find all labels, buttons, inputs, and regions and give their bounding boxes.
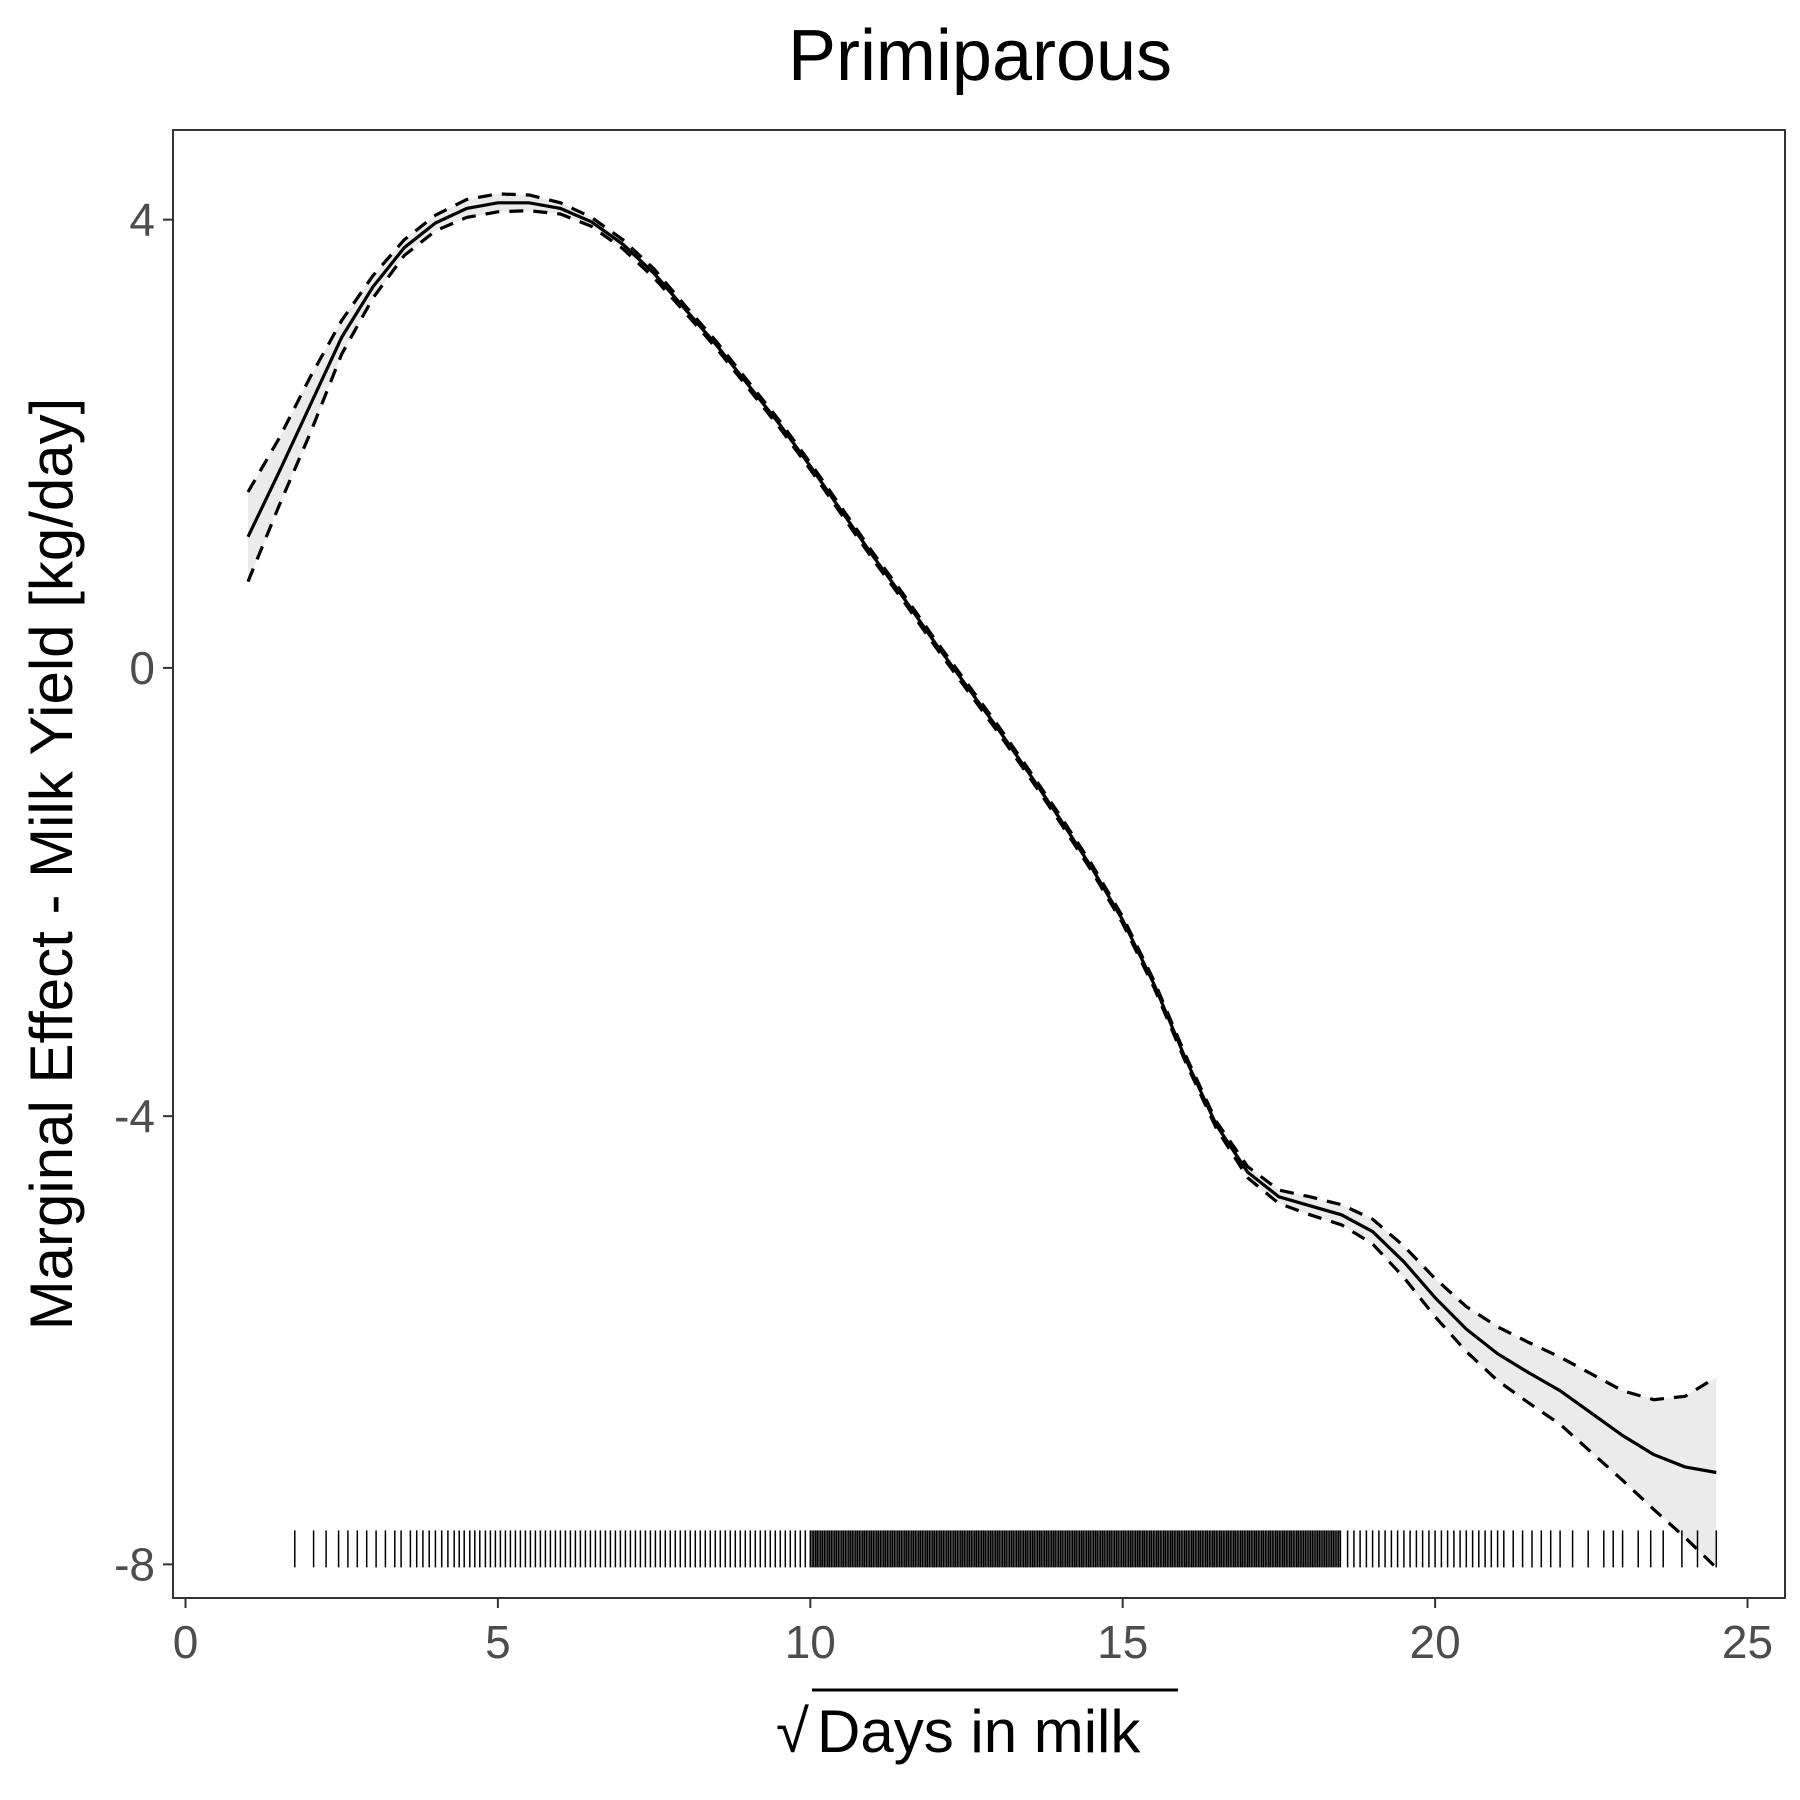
chart-title: Primiparous [788, 16, 1172, 96]
plot-panel-border [172, 129, 1786, 1599]
estimate-line [246, 201, 1717, 1475]
plot-area [246, 192, 1718, 1569]
x-tick-label: 20 [1410, 1616, 1461, 1668]
x-tick-label: 0 [173, 1616, 199, 1668]
x-tick-label: 15 [1097, 1616, 1148, 1668]
x-axis: 0 5 10 15 20 25 [173, 1598, 1773, 1668]
upper-bound-line [246, 192, 1718, 1402]
y-tick-label: -4 [114, 1090, 155, 1142]
x-axis-title-group: √ Days in milk [776, 1688, 1178, 1765]
y-tick-label: 0 [129, 642, 155, 694]
confidence-band [248, 193, 1717, 1568]
y-tick-label: -8 [114, 1538, 155, 1590]
lower-bound-line [246, 209, 1718, 1569]
x-tick-label: 25 [1722, 1616, 1773, 1668]
y-axis-title: Marginal Effect - Milk Yield [kg/day] [18, 398, 85, 1331]
rug-marks [294, 1530, 1718, 1568]
x-tick-label: 5 [485, 1616, 511, 1668]
y-axis: -8 -4 0 4 [114, 194, 173, 1590]
y-tick-label: 4 [129, 194, 155, 246]
x-tick-label: 10 [785, 1616, 836, 1668]
x-axis-title-radical: √ [776, 1698, 809, 1765]
x-axis-title: Days in milk [817, 1698, 1141, 1765]
